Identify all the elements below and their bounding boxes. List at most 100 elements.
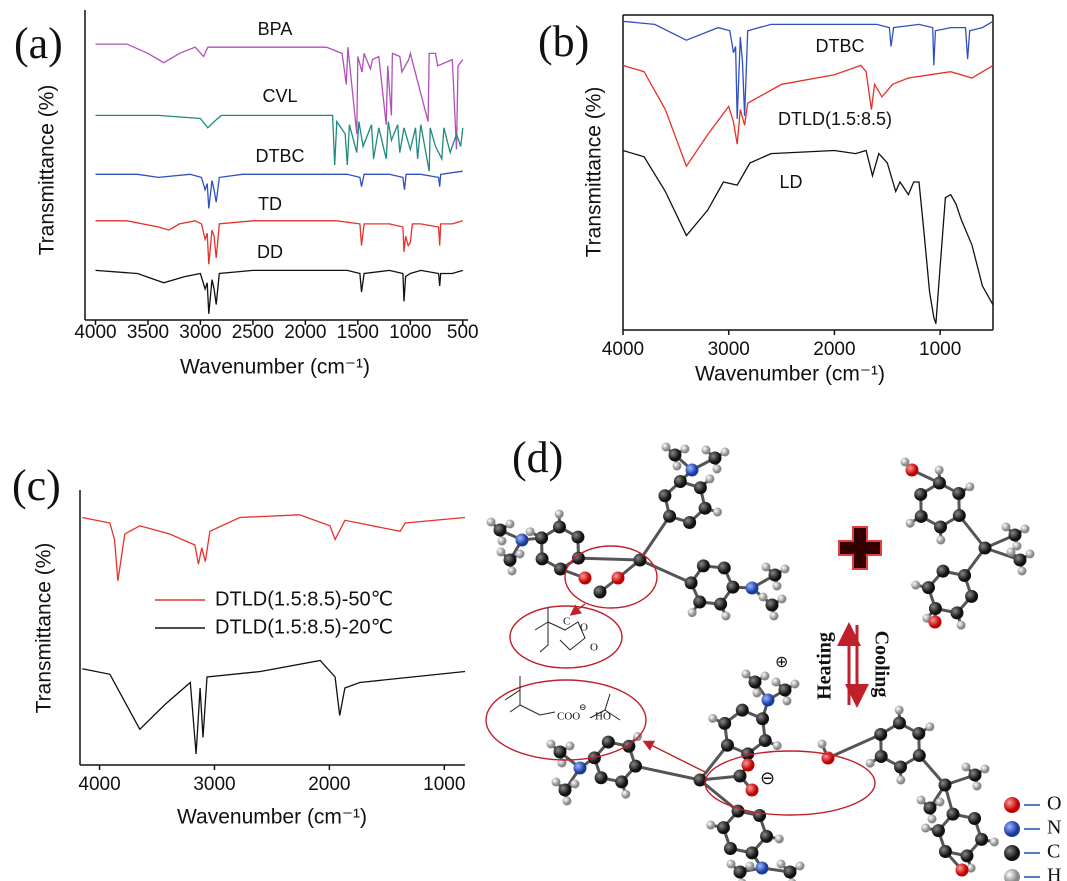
series-label: DD: [257, 242, 283, 262]
atom: [683, 515, 697, 529]
heating-label: Heating: [814, 632, 836, 700]
atom: [874, 749, 888, 763]
plus-sign: [838, 526, 882, 570]
atom: [571, 551, 585, 565]
atom: [952, 509, 966, 523]
atom: [978, 541, 992, 555]
bond: [958, 514, 987, 549]
atom: [493, 523, 507, 537]
atom: [663, 509, 677, 523]
atom: [911, 580, 921, 590]
atom: [956, 620, 966, 630]
legend-label: C: [1047, 841, 1060, 863]
atom: [958, 569, 972, 583]
arrow: [642, 740, 706, 773]
atom: [790, 679, 800, 689]
y-axis-label: Transmittance (%): [36, 85, 59, 256]
atom: [783, 865, 797, 879]
atom: [936, 564, 950, 578]
spectrum-line: [95, 43, 464, 150]
atom: [989, 837, 999, 847]
atom: [795, 861, 805, 871]
atom: [778, 683, 792, 697]
atom: [733, 769, 747, 783]
atom: [496, 547, 506, 557]
atom: [753, 809, 767, 823]
bond: [638, 515, 671, 561]
atom: [896, 775, 906, 785]
atom: [557, 758, 567, 768]
atom: [562, 796, 572, 806]
x-tick-label: 500: [447, 322, 479, 343]
atom: [961, 762, 971, 772]
atom: [712, 464, 722, 474]
atom: [621, 789, 631, 799]
legend-ball: [1004, 797, 1020, 813]
highlight-ellipse: [564, 545, 658, 609]
atom: [680, 444, 690, 454]
inset-atom: C: [563, 616, 570, 628]
atom: [894, 705, 904, 715]
atom: [720, 738, 734, 752]
x-axis-label: Wavenumber (cm⁻¹): [695, 363, 885, 386]
x-tick-label: 3000: [193, 774, 235, 795]
bond: [578, 556, 641, 562]
x-tick-label: 3000: [708, 339, 750, 360]
atom: [769, 611, 779, 621]
panel-label: (a): [14, 19, 63, 68]
spectrum-line: [622, 149, 994, 324]
inset-group: HO: [595, 711, 611, 723]
atom: [1006, 547, 1016, 557]
atom: [601, 735, 615, 749]
atom: [503, 553, 517, 567]
series-label: TD: [258, 194, 282, 214]
atom: [894, 760, 908, 774]
atom: [633, 553, 647, 567]
atom: [733, 865, 747, 879]
atom: [594, 771, 608, 785]
atom: [565, 741, 575, 751]
atom: [905, 518, 915, 528]
atom: [693, 481, 707, 495]
atom: [905, 463, 919, 477]
x-tick-label: 3000: [179, 322, 221, 343]
atom: [735, 703, 749, 717]
atom: [771, 677, 781, 687]
diagram-shapes: [485, 545, 876, 816]
atom: [772, 741, 782, 751]
series-label: DTBC: [816, 36, 865, 56]
x-tick-label: 1500: [337, 322, 379, 343]
spectrum-line: [82, 659, 466, 755]
spectrum-line: [622, 64, 994, 168]
atom: [761, 562, 771, 572]
atom: [745, 783, 759, 797]
atom: [950, 606, 964, 620]
atom: [934, 520, 948, 534]
atom: [865, 758, 875, 768]
arrow: [569, 603, 586, 616]
x-tick-label: 2000: [308, 774, 350, 795]
atom: [928, 601, 942, 615]
atom: [1020, 524, 1030, 534]
legend-ball: [1004, 845, 1020, 861]
atom: [633, 732, 643, 742]
molecule-drawing: [486, 442, 1035, 881]
cooling-label: Cooling: [870, 631, 892, 698]
atom: [737, 878, 747, 881]
atom: [980, 764, 990, 774]
atom: [758, 734, 772, 748]
atom: [658, 489, 672, 503]
atom: [960, 849, 974, 863]
atom: [760, 671, 770, 681]
atom: [570, 779, 580, 789]
atom: [593, 585, 607, 599]
atom: [693, 595, 707, 609]
atom: [745, 846, 759, 860]
atom: [1017, 566, 1027, 576]
atom: [515, 549, 525, 559]
atom: [615, 775, 629, 789]
atom: [776, 859, 786, 869]
atom: [761, 693, 775, 707]
legend-ball: [1004, 821, 1020, 837]
atom: [708, 451, 722, 465]
